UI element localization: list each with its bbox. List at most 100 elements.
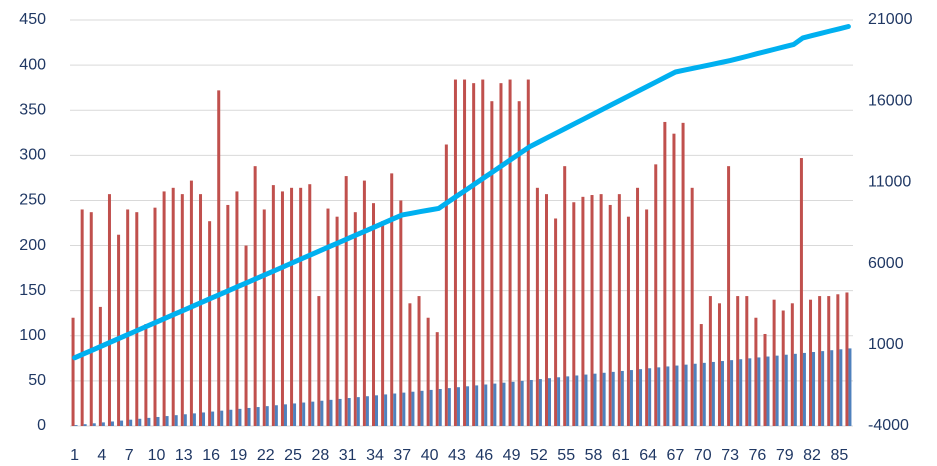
bar (420, 390, 424, 426)
bar (444, 144, 448, 427)
bar (244, 245, 248, 426)
bar (781, 310, 785, 426)
bar (171, 187, 175, 426)
bar (183, 414, 187, 426)
bar (566, 376, 570, 426)
bar (654, 164, 658, 426)
bar (120, 420, 124, 426)
bar (620, 370, 624, 426)
bar (426, 317, 430, 426)
bar (793, 353, 797, 426)
bar (110, 421, 114, 426)
bar (544, 194, 548, 426)
bar (581, 196, 585, 426)
bar (153, 207, 157, 426)
y2-tick-label: 1000 (868, 336, 904, 353)
bar (117, 234, 121, 426)
bar (280, 191, 284, 426)
bar (265, 406, 269, 426)
y-tick-label: 0 (37, 417, 46, 434)
bar (238, 408, 242, 426)
x-tick-label: 85 (830, 447, 848, 464)
bar (681, 122, 685, 426)
bar (526, 79, 530, 427)
bar (189, 180, 193, 426)
y2-tick-label: 16000 (868, 92, 913, 109)
bar (71, 317, 75, 426)
bar (429, 389, 433, 426)
bar (220, 410, 224, 426)
y-tick-label: 400 (19, 56, 46, 73)
bar (83, 424, 87, 426)
y-tick-label: 50 (28, 372, 46, 389)
bar (456, 387, 460, 426)
bar (126, 209, 130, 426)
bar (80, 209, 84, 426)
bar (711, 361, 715, 426)
bar (438, 389, 442, 426)
y-tick-label: 350 (19, 101, 46, 118)
bar (693, 363, 697, 426)
bar (229, 409, 233, 426)
bar (399, 200, 403, 426)
bar (593, 373, 597, 426)
bar (657, 367, 661, 426)
bar (626, 216, 630, 426)
bar (235, 191, 239, 426)
bar (192, 413, 196, 426)
bar (211, 411, 215, 426)
bar (629, 370, 633, 426)
bar (375, 395, 379, 426)
bar (384, 394, 388, 426)
bar (338, 398, 342, 426)
bar (848, 348, 852, 426)
bar (353, 212, 357, 426)
bar (144, 324, 148, 426)
bar (745, 296, 749, 426)
bar (639, 369, 643, 426)
bar (129, 419, 133, 426)
x-tick-label: 40 (421, 447, 439, 464)
bar (74, 425, 78, 426)
y-tick-label: 100 (19, 327, 46, 344)
bar (727, 166, 731, 426)
bar (475, 385, 479, 426)
bar (684, 364, 688, 426)
bar (308, 184, 312, 426)
bar (730, 360, 734, 426)
x-tick-label: 10 (148, 447, 166, 464)
bar (199, 194, 203, 426)
x-tick-label: 46 (475, 447, 493, 464)
bar (699, 324, 703, 426)
bar (818, 296, 822, 426)
bar (174, 415, 178, 426)
x-tick-label: 19 (230, 447, 248, 464)
x-tick-label: 31 (339, 447, 357, 464)
bar (156, 416, 160, 426)
x-tick-label: 16 (202, 447, 220, 464)
x-tick-label: 70 (694, 447, 712, 464)
bar (344, 176, 348, 426)
bar (402, 392, 406, 426)
bar (381, 221, 385, 426)
x-tick-label: 13 (175, 447, 193, 464)
x-tick-label: 64 (639, 447, 657, 464)
x-tick-label: 1 (70, 447, 79, 464)
bar (365, 396, 369, 426)
bar (809, 299, 813, 426)
bar (317, 296, 321, 426)
bar (511, 381, 515, 426)
bar (590, 195, 594, 426)
bar (736, 296, 740, 426)
bar (645, 209, 649, 426)
bar (563, 166, 567, 426)
x-tick-label: 73 (721, 447, 739, 464)
bar (763, 333, 767, 426)
bar (575, 375, 579, 426)
bar (293, 403, 297, 426)
bar (690, 187, 694, 426)
bar (393, 393, 397, 426)
bar (584, 374, 588, 426)
bar (617, 194, 621, 426)
x-tick-label: 58 (585, 447, 603, 464)
